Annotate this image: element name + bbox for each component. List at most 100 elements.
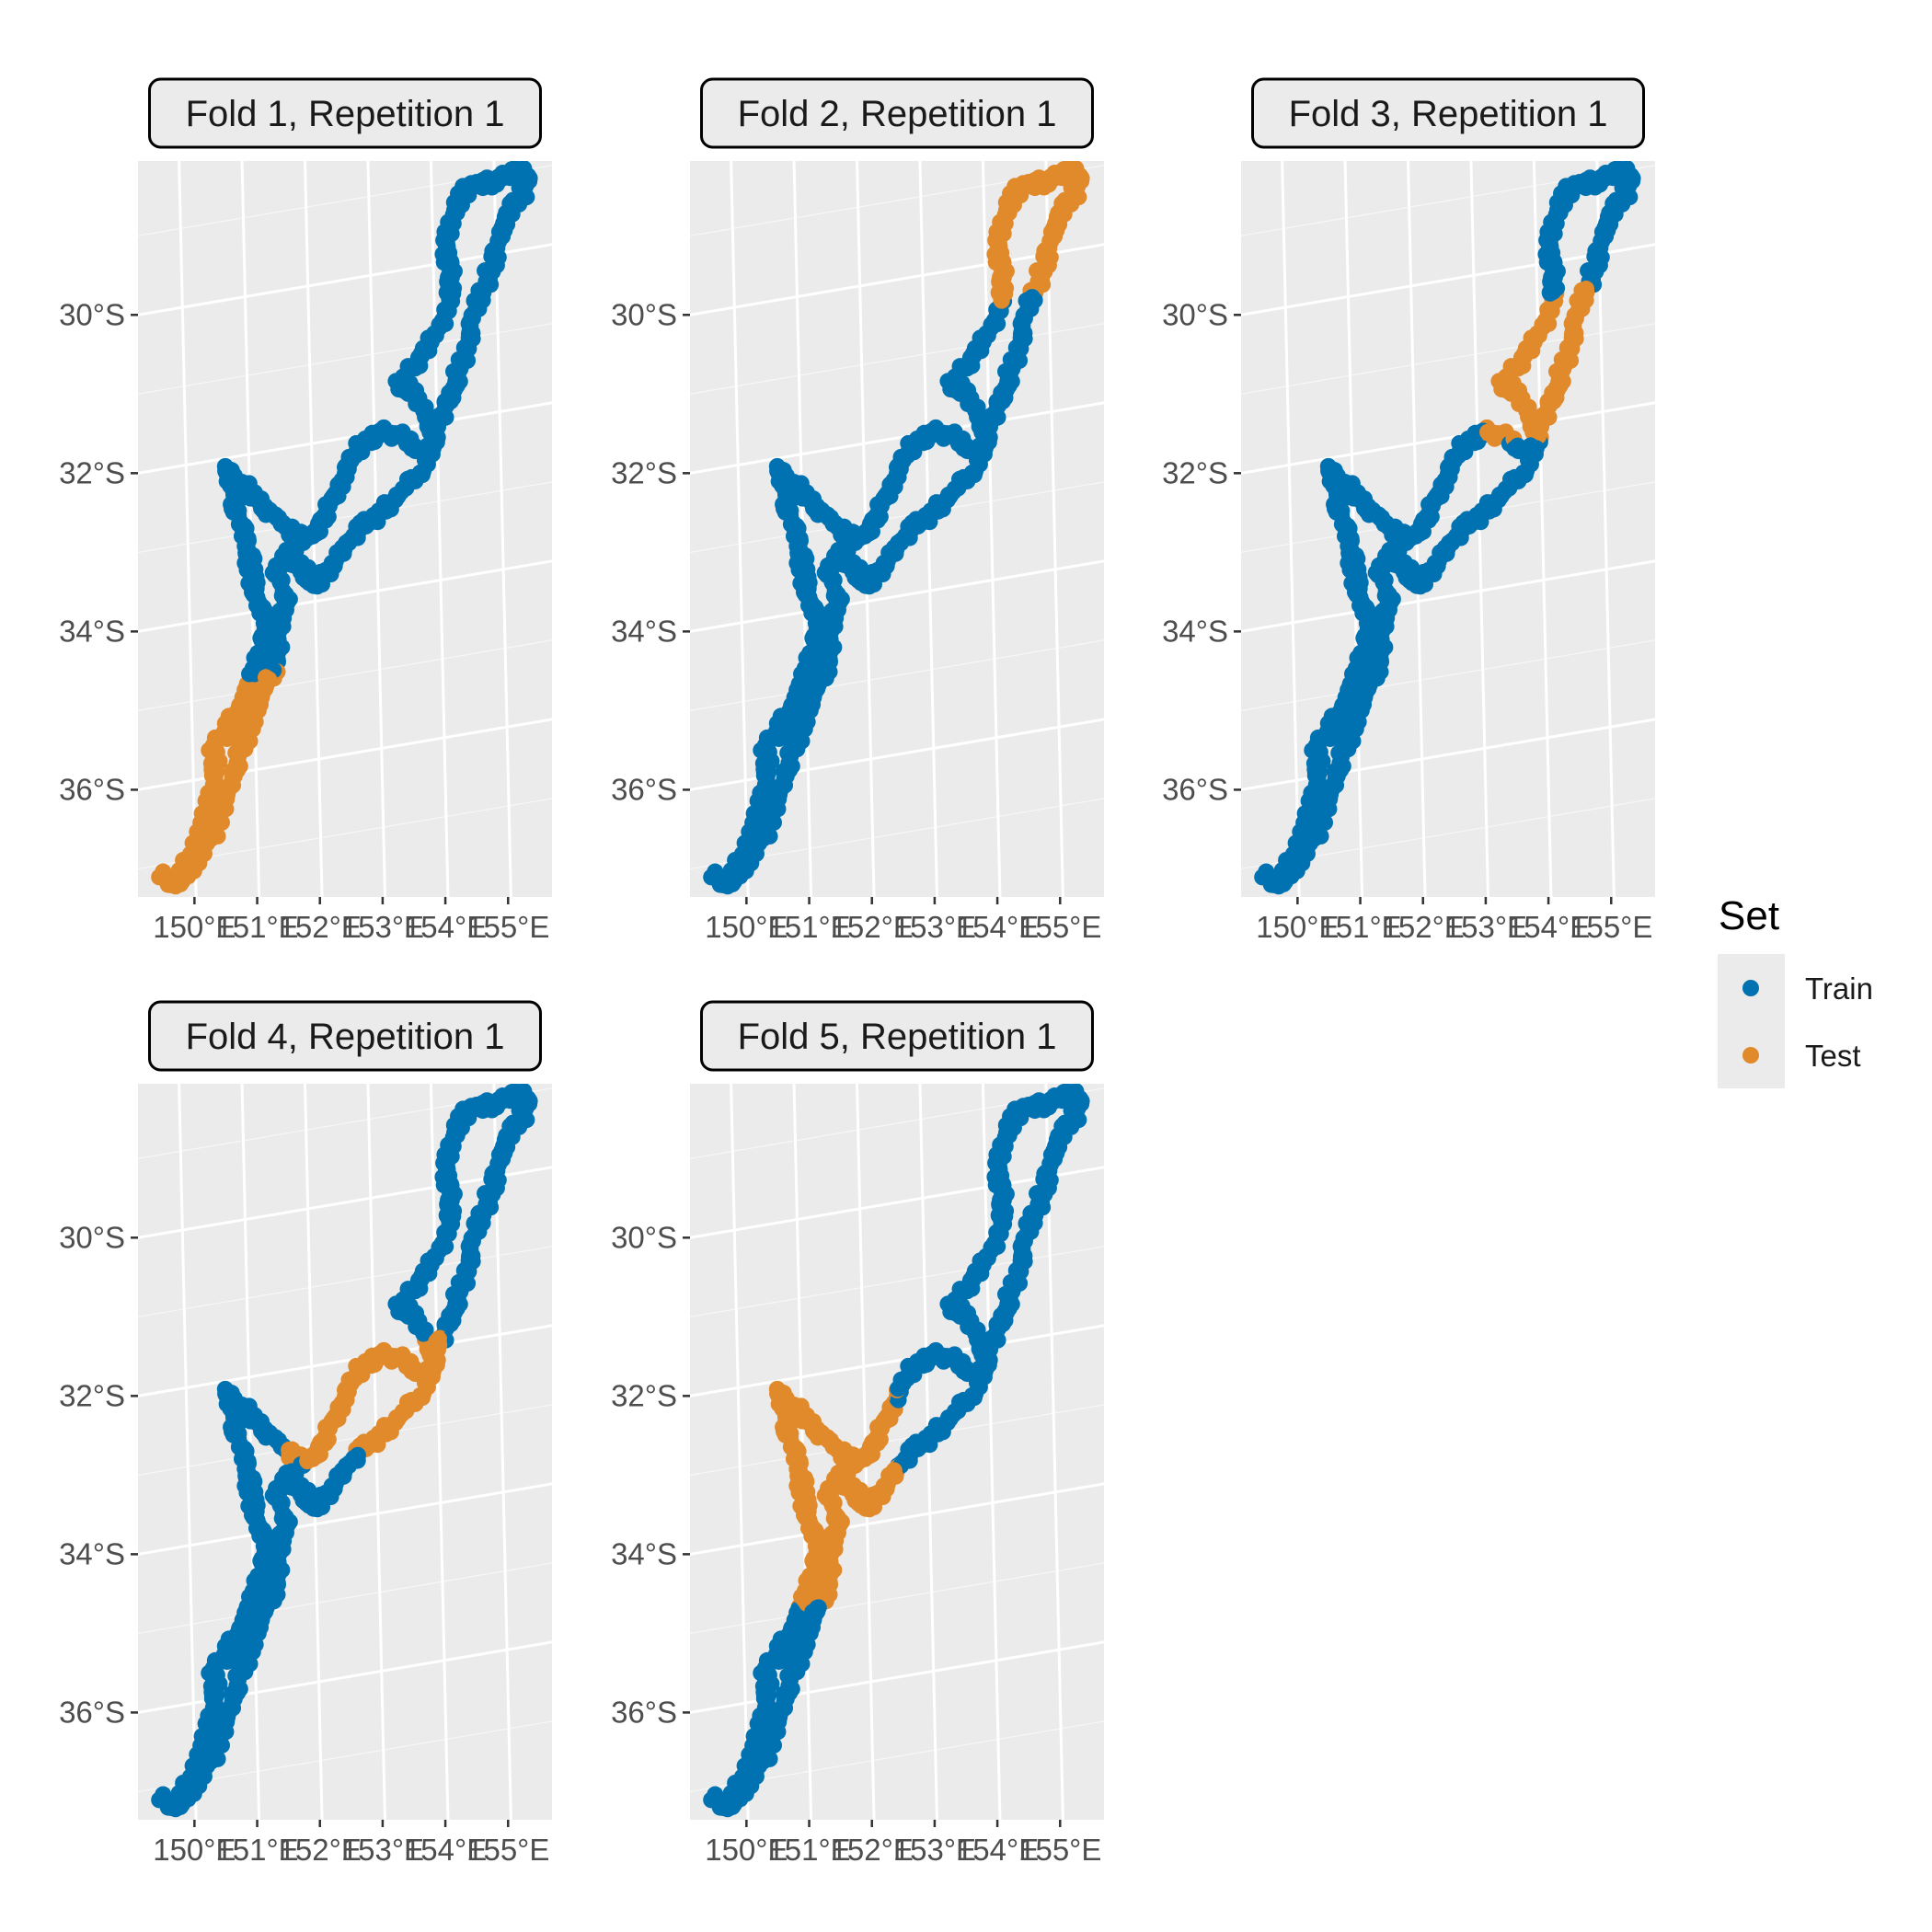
gridline-minor [138,639,552,711]
gridline-minor [1241,639,1655,711]
gridline-latitude [690,1324,1104,1397]
gridline-minor [138,481,552,553]
x-tick-label: 150°E [1256,910,1339,944]
facet-panel: Fold 2, Repetition 130°S32°S34°S36°S150°… [611,77,1104,944]
gridline-longitude [429,161,450,897]
facet-strip [700,77,1094,149]
gridline-latitude [690,243,1104,316]
panel-plot-area [138,161,552,897]
test-point [1531,410,1548,428]
x-tick-label: 154°E [956,910,1039,944]
gridline-latitude [690,1166,1104,1239]
gridline-latitude [138,1640,552,1714]
facet-panel: Fold 4, Repetition 130°S32°S34°S36°S150°… [59,1000,552,1867]
train-point [1523,447,1540,465]
facet-panel: Fold 1, Repetition 1 30°S 32°S 34°S 36°S 150°… [59,77,552,944]
data-points [703,1084,1090,1818]
facet-strip [148,77,542,149]
gridline-latitude [1241,718,1655,791]
y-tick-label: 30°S [1162,297,1228,331]
train-point [1282,868,1300,885]
x-tick-label: 153°E [1444,910,1527,944]
test-point [179,868,197,885]
gridline-longitude [981,161,1002,897]
y-tick-label: 36°S [59,772,125,806]
train-point [972,1370,989,1387]
y-tick-label: 34°S [59,614,125,648]
x-tick-label: 153°E [341,1833,424,1867]
facet-strip [700,1000,1094,1072]
facet-panel: Fold 5, Repetition 130°S32°S34°S36°S150°… [611,1000,1104,1867]
train-point [731,868,749,885]
gridline-minor [138,1404,552,1476]
x-tick-label: 150°E [153,1833,236,1867]
data-points [151,1084,538,1818]
x-tick-label: 152°E [279,1833,362,1867]
x-tick-label: 153°E [341,910,424,944]
gridline-latitude [138,1482,552,1556]
gridline-latitude [138,243,552,316]
panel-plot-area [690,161,1104,897]
y-tick-label: 36°S [611,772,677,806]
gridline-longitude [429,1084,450,1820]
x-tick-label: 151°E [767,910,850,944]
gridline-latitude [690,718,1104,791]
train-point [179,1790,197,1808]
test-point [428,1333,445,1351]
gridline-latitude [690,1482,1104,1556]
test-point [420,1370,437,1387]
x-tick-label: 150°E [705,910,788,944]
y-tick-label: 32°S [1162,455,1228,489]
gridline-longitude [1532,161,1553,897]
x-tick-label: 155°E [466,910,549,944]
x-tick-label: 155°E [1018,910,1101,944]
panel-plot-area [1241,161,1655,897]
x-tick-label: 155°E [466,1833,549,1867]
y-tick-label: 30°S [611,297,677,331]
y-tick-label: 32°S [59,1378,125,1412]
gridline-latitude [1241,559,1655,633]
gridline-minor [690,1562,1104,1634]
y-tick-label: 32°S [59,455,125,489]
x-tick-label: 154°E [1507,910,1590,944]
gridline-latitude [138,1324,552,1397]
facet-strip-label: Fold 2, Repetition 1 [738,94,1057,134]
x-tick-label: 152°E [831,910,914,944]
facet-strip-label: Fold 1, Repetition 1 [186,94,505,134]
facet-strip-label: Fold 3, Repetition 1 [1289,94,1608,134]
gridline-minor [690,1404,1104,1476]
gridline-minor [1241,481,1655,553]
gridline-minor [690,323,1104,395]
y-tick-label: 30°S [59,1220,125,1254]
gridline-latitude [1241,243,1655,316]
facet-panel: Fold 3, Repetition 130°S32°S34°S36°S150°… [1162,77,1655,944]
train-point [428,410,445,428]
gridline-latitude [138,401,552,475]
gridline-minor [690,481,1104,553]
y-tick-label: 36°S [59,1695,125,1729]
gridline-latitude [138,718,552,791]
x-tick-label: 151°E [215,1833,298,1867]
gridline-minor [138,323,552,395]
gridline-latitude [1241,401,1655,475]
train-point [980,410,997,428]
train-point [420,447,437,465]
x-tick-label: 150°E [153,910,236,944]
facet-strip [148,1000,542,1072]
x-tick-label: 152°E [279,910,362,944]
y-tick-label: 34°S [1162,614,1228,648]
panel-plot-area [138,1084,552,1820]
train-point [972,447,989,465]
x-tick-label: 154°E [404,1833,487,1867]
data-points [151,161,538,895]
gridline-longitude [981,1084,1002,1820]
gridline-minor [690,1246,1104,1317]
y-tick-label: 34°S [611,614,677,648]
y-tick-label: 30°S [59,297,125,331]
train-point [980,1333,997,1351]
gridline-minor [138,1246,552,1317]
x-tick-label: 151°E [215,910,298,944]
y-tick-label: 34°S [59,1536,125,1570]
data-points [1254,161,1641,895]
x-tick-label: 155°E [1570,910,1652,944]
